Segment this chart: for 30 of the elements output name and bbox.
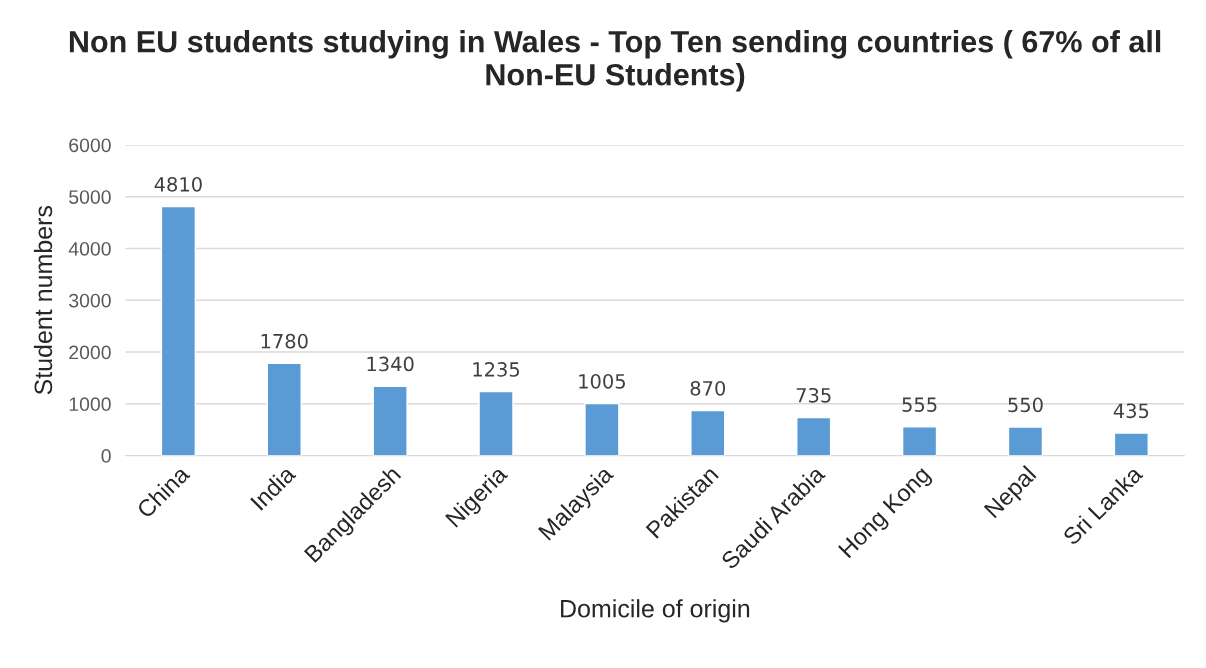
data-label: 4810: [154, 176, 202, 192]
data-label: 735: [796, 387, 831, 403]
data-label: 1340: [367, 356, 414, 372]
bar: [1007, 426, 1044, 456]
data-label: 1235: [473, 362, 520, 377]
data-label: 870: [690, 380, 726, 396]
y-axis-title: Student numbers: [33, 205, 53, 395]
y-tick-label: 2000: [69, 345, 111, 360]
data-label: 555: [902, 397, 937, 412]
y-tick-label: 4000: [68, 241, 111, 256]
bar: [796, 416, 832, 456]
data-label: 435: [1113, 403, 1149, 419]
data-label: 1005: [579, 373, 625, 389]
x-axis-title: Domicile of origin: [561, 599, 750, 623]
bar: [901, 426, 938, 456]
bar: [690, 409, 726, 456]
bar: [1113, 432, 1149, 456]
bar: [478, 390, 514, 456]
bar: [584, 402, 620, 456]
bar: [372, 385, 408, 456]
data-label: 550: [1008, 397, 1043, 413]
bar: [160, 205, 197, 456]
y-tick-label: 6000: [69, 138, 111, 153]
chart-title: Non EU students studying in Wales - Top Ten sending countries ( 67% of all Non-EU Students): [69, 30, 1161, 92]
y-tick-label: 5000: [69, 190, 111, 204]
bar: [266, 362, 302, 456]
data-label: 1780: [261, 333, 308, 349]
y-tick-label: 0: [101, 449, 111, 463]
y-tick-label: 1000: [69, 397, 111, 412]
y-tick-label: 3000: [69, 293, 111, 308]
